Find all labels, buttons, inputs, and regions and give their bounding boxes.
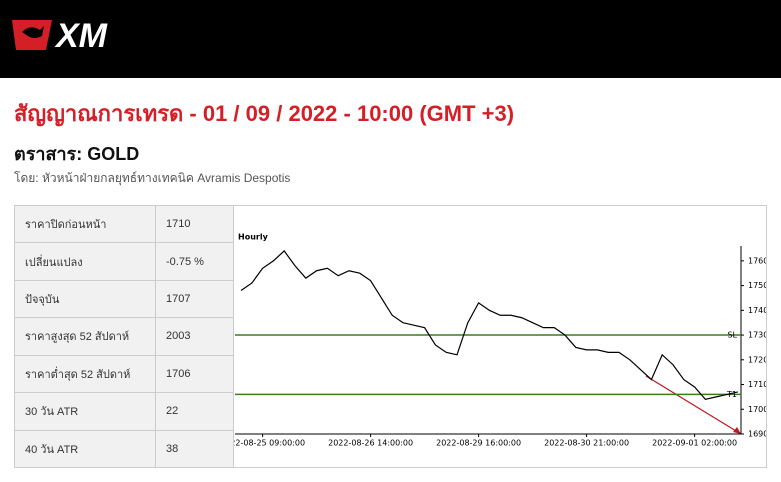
table-row: ราคาสูงสุด 52 สัปดาห์ 2003 — [14, 317, 234, 356]
stats-table: ราคาปิดก่อนหน้า 1710 เปลี่ยนแปลง -0.75 % ปัจ… — [14, 204, 234, 469]
logo-text: XM — [54, 17, 108, 55]
arrow-head — [733, 427, 741, 434]
label-cell: ราคาปิดก่อนหน้า — [14, 204, 156, 244]
table-row: ปัจจุบัน 1707 — [14, 279, 234, 319]
label-cell: ราคาสูงสุด 52 สัปดาห์ — [14, 317, 156, 356]
table-row: ราคาปิดก่อนหน้า 1710 — [14, 204, 234, 244]
logo-bull — [22, 26, 44, 38]
y-tick-label: 1690 — [748, 430, 767, 439]
label-cell: 30 วัน ATR — [14, 392, 156, 431]
header-bar: XM — [0, 0, 781, 78]
y-tick-label: 1750 — [748, 281, 767, 290]
value-cell: 1707 — [155, 279, 234, 319]
table-row: 40 วัน ATR 38 — [14, 429, 234, 469]
y-tick-label: 1700 — [748, 405, 767, 414]
value-cell: 1710 — [155, 204, 234, 244]
chart-title: Hourly — [238, 233, 269, 242]
value-cell: -0.75 % — [155, 242, 234, 281]
y-tick-label: 1760 — [748, 256, 767, 265]
page-title: สัญญาณการเทรด - 01 / 09 / 2022 - 10:00 (… — [14, 101, 515, 126]
value-cell: 2003 — [155, 317, 234, 356]
chart: Hourly 1690 1700 1710 1720 1730 1740 1750 1760 2… — [233, 205, 767, 468]
label-cell: ราคาต่ำสุด 52 สัปดาห์ — [14, 354, 156, 394]
value-cell: 1706 — [155, 354, 234, 394]
table-row: ราคาต่ำสุด 52 สัปดาห์ 1706 — [14, 354, 234, 394]
instrument: ตราสาร: GOLD — [14, 144, 140, 164]
x-tick-label: 2022-08-30 21:00:00 — [544, 439, 629, 448]
x-tick-label: 2022-09-01 02:00:00 — [652, 439, 737, 448]
level-label: T1 — [726, 390, 737, 399]
value-cell: 22 — [155, 392, 234, 431]
x-tick-label: 2022-08-29 16:00:00 — [436, 439, 521, 448]
y-tick-label: 1740 — [748, 306, 767, 315]
author: โดย: หัวหน้าฝ่ายกลยุทธ์ทางเทคนิค Avramis… — [14, 171, 291, 185]
y-tick-label: 1720 — [748, 355, 767, 364]
table-row: 30 วัน ATR 22 — [14, 392, 234, 431]
label-cell: 40 วัน ATR — [14, 429, 156, 469]
label-cell: ปัจจุบัน — [14, 279, 156, 319]
x-tick-label: 2022-08-26 14:00:00 — [328, 439, 413, 448]
x-tick-label: 2022-08-25 09:00:00 — [233, 439, 305, 448]
table-row: เปลี่ยนแปลง -0.75 % — [14, 242, 234, 281]
trend-arrow — [645, 375, 742, 435]
y-tick-label: 1730 — [748, 331, 767, 340]
label-cell: เปลี่ยนแปลง — [14, 242, 156, 281]
y-tick-label: 1710 — [748, 380, 767, 389]
price-line — [240, 250, 738, 401]
logo[interactable]: XM — [0, 0, 140, 78]
value-cell: 38 — [155, 429, 234, 469]
level-label: SL — [727, 331, 737, 340]
